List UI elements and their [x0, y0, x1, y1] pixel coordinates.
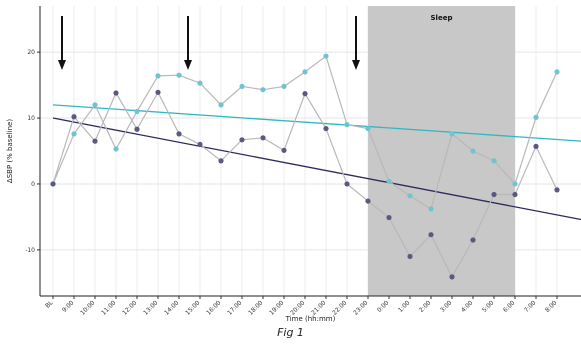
data-point: [491, 191, 497, 198]
data-point: [533, 114, 539, 120]
data-point: [407, 193, 413, 199]
x-tick-label: 18:00: [247, 299, 264, 316]
data-point: [407, 253, 413, 260]
data-point: [218, 158, 224, 164]
x-tick-label: 2:00: [418, 299, 433, 314]
data-point: [281, 147, 287, 153]
data-point: [260, 87, 266, 93]
x-tick-label: 1:00: [397, 299, 412, 314]
x-tick-label: 13:00: [142, 299, 159, 316]
data-point: [365, 198, 371, 204]
x-tick-label: 23:00: [352, 299, 369, 316]
axes: [37, 6, 581, 299]
data-point: [260, 135, 266, 141]
figure-caption: Fig 1: [277, 326, 304, 339]
sleep-region: Sleep: [368, 6, 515, 296]
data-point: [386, 214, 392, 221]
data-point: [344, 181, 350, 187]
arrow-head: [58, 60, 66, 70]
y-tick-label: 20: [27, 49, 35, 56]
x-tick-label: 6:00: [502, 299, 517, 314]
series-points: [50, 53, 560, 280]
data-point: [113, 146, 119, 152]
data-point: [512, 181, 518, 187]
x-tick-label: 4:00: [460, 299, 475, 314]
y-tick-label: 0: [31, 181, 35, 188]
x-tick-label: 11:00: [100, 299, 117, 316]
data-point: [449, 274, 455, 280]
data-point: [491, 158, 497, 164]
data-point: [218, 102, 224, 108]
x-tick-label: BL: [44, 299, 55, 310]
x-tick-label: 9:00: [61, 299, 76, 314]
data-point: [92, 138, 98, 144]
data-point: [554, 69, 560, 75]
y-tick-label: 10: [27, 115, 35, 122]
data-point: [302, 69, 308, 75]
trend-lines: [52, 104, 581, 221]
data-point: [281, 83, 287, 90]
x-tick-label: 12:00: [121, 299, 138, 316]
data-point: [134, 126, 140, 132]
x-axis-title: Time (hh:mm): [285, 315, 336, 323]
data-point: [239, 83, 245, 90]
y-tick-label: -10: [25, 247, 35, 254]
data-point: [470, 148, 476, 154]
x-tick-label: 3:00: [439, 299, 454, 314]
data-point: [176, 72, 182, 78]
x-tick-label: 5:00: [481, 299, 496, 314]
data-point: [71, 131, 77, 137]
x-tick-label: 17:00: [226, 299, 243, 316]
data-point: [533, 143, 539, 149]
data-point: [428, 206, 434, 212]
data-point: [176, 131, 182, 137]
x-tick-label: 15:00: [184, 299, 201, 316]
data-point: [449, 131, 455, 137]
x-tick-label: 10:00: [79, 299, 96, 316]
data-point: [134, 108, 140, 115]
data-point: [302, 91, 308, 97]
data-point: [470, 237, 476, 243]
sleep-shade: [368, 6, 515, 296]
data-point: [92, 102, 98, 108]
arrow-head: [184, 60, 192, 70]
data-point: [71, 114, 77, 120]
x-tick-label: 19:00: [268, 299, 285, 316]
trend-line: [52, 117, 581, 221]
data-point: [428, 232, 434, 238]
x-tick-label: 8:00: [544, 299, 559, 314]
x-tick-label: 16:00: [205, 299, 222, 316]
data-point: [155, 73, 161, 79]
x-tick-label: 7:00: [523, 299, 538, 314]
data-point: [50, 181, 56, 187]
data-point: [323, 53, 329, 59]
arrows: [58, 16, 360, 70]
arrow-head: [352, 60, 360, 70]
data-point: [197, 141, 203, 148]
data-point: [386, 178, 392, 184]
data-point: [113, 90, 119, 96]
data-point: [365, 125, 371, 132]
data-point: [323, 125, 329, 132]
data-point: [554, 187, 560, 193]
x-tick-label: 0:00: [376, 299, 391, 314]
data-point: [239, 137, 245, 143]
sleep-label: Sleep: [431, 14, 453, 22]
trend-line: [52, 104, 581, 142]
data-point: [512, 191, 518, 198]
data-point: [155, 89, 161, 95]
data-point: [344, 122, 350, 128]
data-point: [197, 80, 203, 86]
y-axis-title: ΔSBP (% baseline): [6, 119, 14, 183]
x-tick-label: 14:00: [163, 299, 180, 316]
